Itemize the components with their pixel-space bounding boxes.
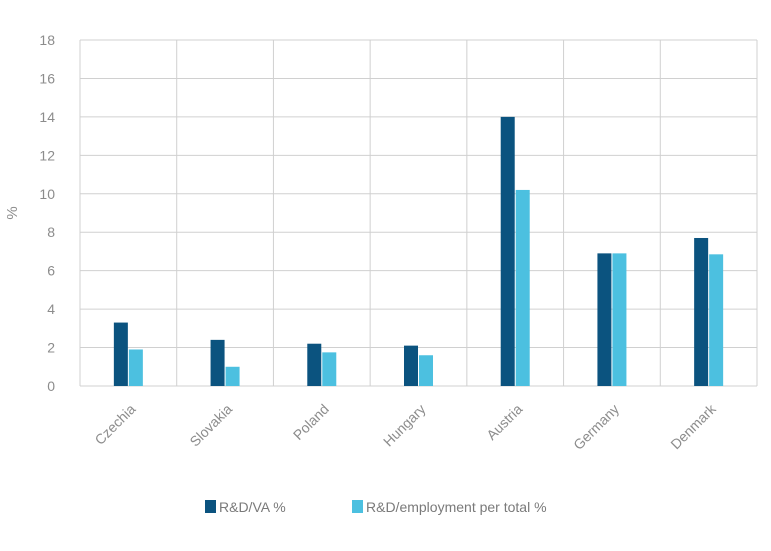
y-tick-label: 0 [47, 378, 55, 394]
y-tick-label: 4 [47, 301, 55, 317]
y-tick-label: 2 [47, 340, 55, 356]
y-tick-label: 14 [39, 109, 55, 125]
x-tick-label-poland: Poland [290, 401, 332, 443]
bar-rd-employment-czechia [128, 349, 143, 386]
bar-rd-employment-slovakia [225, 366, 240, 386]
bar-rd-va-czechia [113, 322, 128, 386]
y-tick-labels: 0 2 4 6 8 10 12 14 16 18 [39, 32, 55, 394]
bar-rd-employment-poland [322, 352, 337, 386]
bar-rd-va-austria [500, 116, 515, 386]
legend: R&D/VA % R&D/employment per total % [205, 499, 547, 515]
x-tick-label-hungary: Hungary [380, 401, 429, 450]
legend-swatch-rd-va [205, 500, 216, 513]
x-tick-label-slovakia: Slovakia [186, 401, 235, 450]
x-tick-labels: Czechia Slovakia Poland Hungary Austria Germa… [91, 400, 719, 453]
legend-label-rd-va: R&D/VA % [219, 499, 286, 515]
bar-rd-employment-austria [515, 189, 530, 386]
x-tick-label-austria: Austria [483, 401, 525, 443]
legend-label-rd-employment: R&D/employment per total % [366, 499, 547, 515]
bars [113, 116, 724, 386]
gridlines [79, 39, 758, 387]
x-tick-label-denmark: Denmark [667, 400, 719, 452]
bar-rd-va-germany [597, 253, 612, 386]
y-tick-label: 18 [39, 32, 55, 48]
bar-rd-va-denmark [694, 237, 709, 386]
legend-swatch-rd-employment [352, 500, 363, 513]
y-tick-label: 16 [39, 70, 55, 86]
bar-rd-employment-hungary [419, 355, 433, 386]
bar-rd-va-poland [307, 343, 322, 386]
bar-rd-employment-germany [612, 253, 627, 386]
y-tick-label: 6 [47, 263, 55, 279]
y-axis-label: % [4, 206, 21, 219]
y-tick-label: 10 [39, 186, 55, 202]
x-tick-label-germany: Germany [570, 401, 622, 453]
bar-rd-employment-denmark [709, 254, 724, 386]
y-tick-label: 12 [39, 147, 55, 163]
bar-rd-va-hungary [404, 345, 418, 386]
bar-rd-va-slovakia [210, 339, 225, 386]
x-tick-label-czechia: Czechia [91, 401, 138, 448]
y-tick-label: 8 [47, 224, 55, 240]
